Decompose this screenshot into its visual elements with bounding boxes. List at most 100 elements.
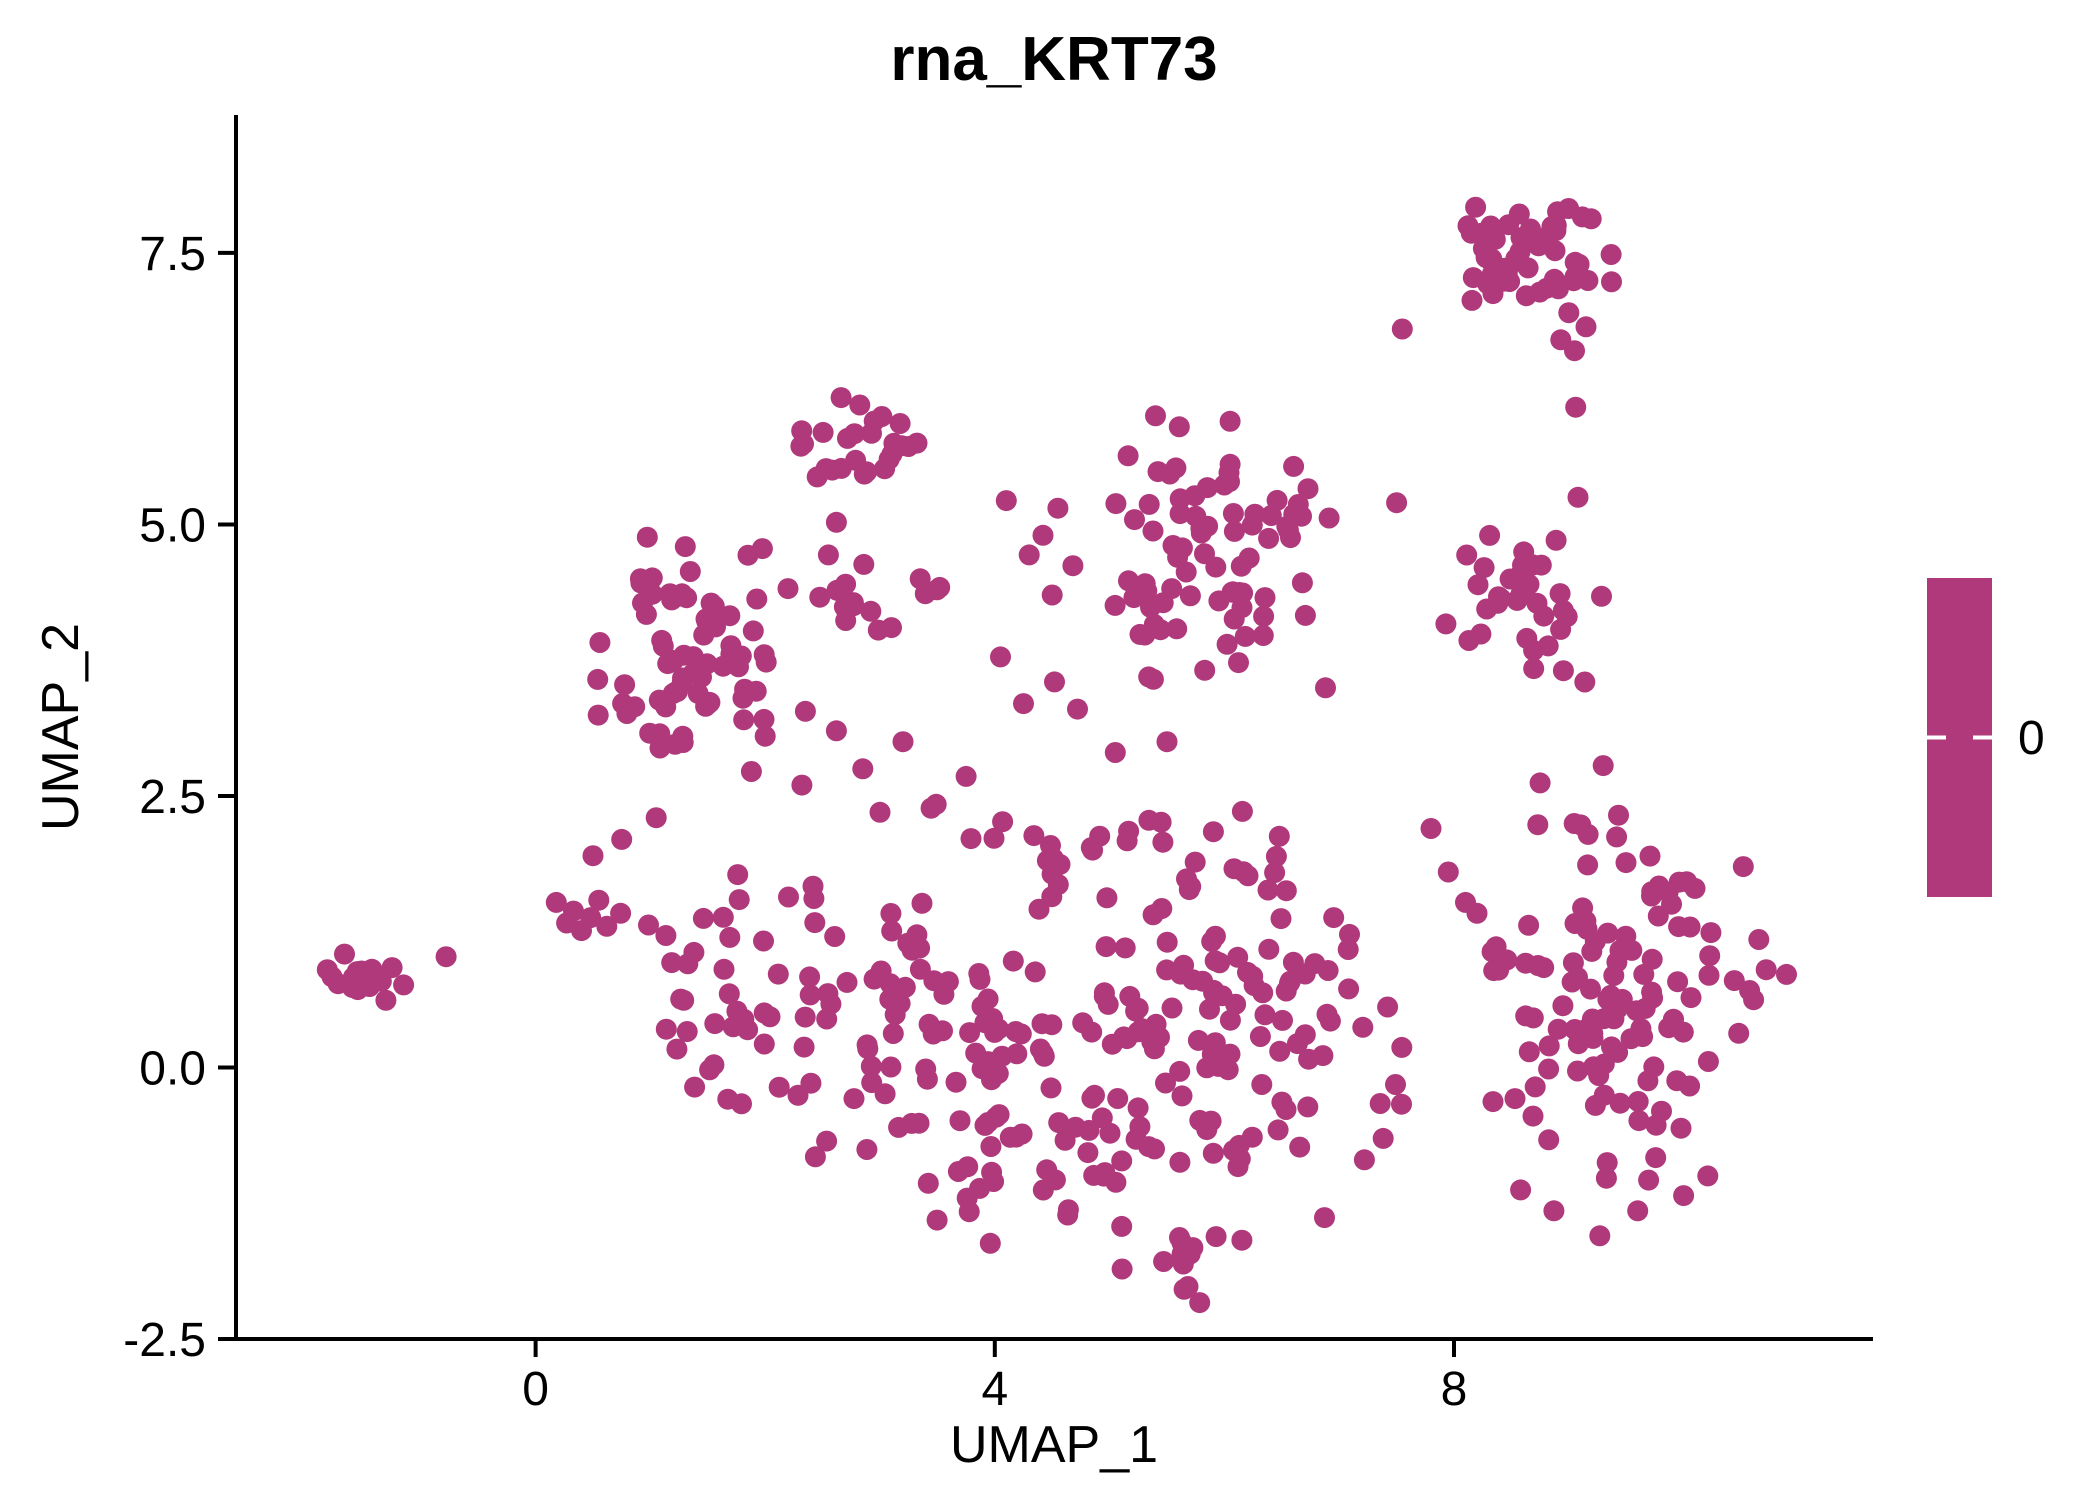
data-point <box>1018 544 1040 566</box>
data-point <box>1024 961 1046 983</box>
data-point <box>1601 271 1622 293</box>
data-point <box>1047 497 1069 519</box>
data-point <box>816 1130 838 1152</box>
data-point <box>1219 1043 1241 1065</box>
data-point <box>587 704 609 726</box>
data-point <box>1522 1105 1544 1127</box>
legend-tick-label: 0 <box>2018 712 2045 765</box>
data-point <box>719 605 741 627</box>
data-point <box>727 864 749 886</box>
data-point <box>1173 1278 1195 1300</box>
data-point <box>1269 1040 1291 1062</box>
data-point <box>1699 945 1721 967</box>
data-point <box>1089 825 1111 847</box>
data-point <box>316 959 338 981</box>
data-point <box>980 1136 1002 1157</box>
data-point <box>645 807 667 829</box>
data-point <box>666 1038 688 1060</box>
data-point <box>1002 950 1024 972</box>
data-point <box>1204 1032 1226 1054</box>
data-point <box>1564 913 1586 934</box>
data-point <box>799 966 821 988</box>
data-point <box>1700 922 1722 944</box>
data-point <box>435 946 457 968</box>
data-point <box>393 974 415 996</box>
data-point <box>1147 461 1169 483</box>
data-point <box>630 572 652 594</box>
data-point <box>718 983 740 1005</box>
x-tick-label: 0 <box>522 1363 549 1416</box>
data-point <box>1533 605 1555 627</box>
data-point <box>1648 875 1670 897</box>
data-point <box>1117 445 1139 467</box>
data-point <box>1538 1129 1560 1151</box>
data-point <box>794 700 816 722</box>
data-point <box>1223 608 1245 630</box>
data-point <box>1254 587 1276 609</box>
data-point <box>1460 222 1482 244</box>
data-point <box>1093 982 1115 1004</box>
data-point <box>787 1084 809 1106</box>
data-point <box>937 971 959 993</box>
data-point <box>1377 996 1399 1018</box>
data-point <box>1317 960 1339 981</box>
data-point <box>1151 898 1173 919</box>
data-point <box>1222 503 1244 524</box>
data-point <box>1479 524 1501 546</box>
data-point <box>1595 1167 1617 1189</box>
data-point <box>959 1022 981 1044</box>
data-point <box>1202 821 1224 843</box>
data-point <box>1142 668 1164 690</box>
data-point <box>1234 625 1256 647</box>
data-point <box>882 1023 904 1044</box>
data-point <box>1169 503 1191 525</box>
data-point <box>1067 698 1088 720</box>
data-point <box>815 458 837 480</box>
data-point <box>611 828 633 850</box>
data-point <box>835 573 857 595</box>
data-point <box>955 765 977 787</box>
data-point <box>1543 1200 1565 1222</box>
data-point <box>1280 527 1301 549</box>
data-point <box>825 511 847 533</box>
data-point <box>1518 573 1540 595</box>
data-point <box>809 586 831 608</box>
data-point <box>894 976 916 998</box>
data-point <box>1104 742 1126 763</box>
data-point <box>657 653 679 675</box>
data-point <box>1238 547 1260 569</box>
data-point <box>755 651 777 673</box>
data-point <box>1253 605 1275 627</box>
data-point <box>1637 1070 1659 1092</box>
data-point <box>1739 980 1761 1001</box>
data-point <box>1219 1009 1241 1031</box>
data-point <box>732 687 754 709</box>
data-point <box>1175 561 1197 583</box>
data-point <box>880 1056 902 1078</box>
data-point <box>804 1146 826 1168</box>
data-point <box>878 448 900 470</box>
data-point <box>880 903 902 924</box>
data-point <box>1205 556 1227 578</box>
data-point <box>1149 1026 1170 1048</box>
data-point <box>1353 1149 1375 1171</box>
data-point <box>1574 671 1596 693</box>
data-point <box>1606 951 1628 973</box>
x-tick-label: 4 <box>981 1363 1008 1416</box>
data-point <box>1023 825 1045 847</box>
data-point <box>1297 1096 1319 1118</box>
data-point <box>768 1076 790 1098</box>
data-point <box>1352 1016 1374 1038</box>
data-point <box>649 723 671 745</box>
data-point <box>545 891 567 913</box>
data-point <box>1127 1097 1149 1119</box>
data-point <box>1496 261 1518 283</box>
data-point <box>1041 584 1063 606</box>
data-point <box>1251 1074 1273 1095</box>
data-point <box>733 1008 755 1030</box>
data-point <box>1282 951 1304 973</box>
data-point <box>1199 998 1220 1020</box>
data-point <box>381 957 403 979</box>
data-point <box>945 1071 967 1093</box>
data-point <box>803 888 825 909</box>
